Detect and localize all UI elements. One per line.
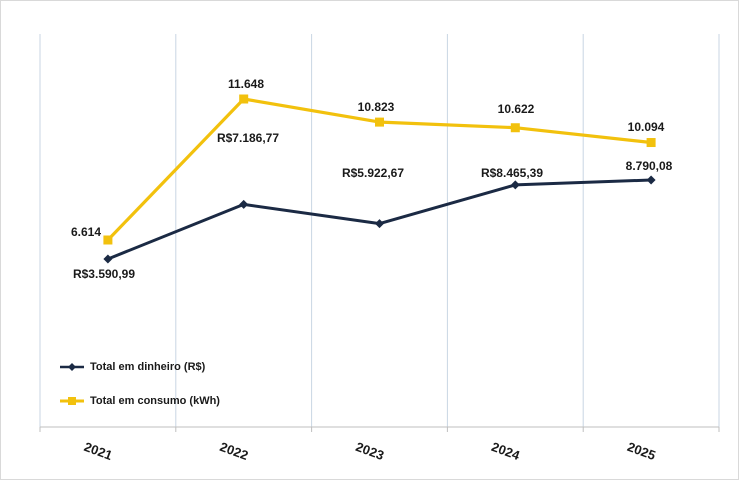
legend-label: Total em consumo (kWh) xyxy=(90,395,220,407)
data-point xyxy=(510,180,520,190)
data-label: 10.823 xyxy=(358,100,395,114)
data-point xyxy=(646,175,656,185)
legend: Total em dinheiro (R$) Total em consumo (… xyxy=(60,361,220,407)
legend-label: Total em dinheiro (R$) xyxy=(90,361,206,373)
data-label: R$5.922,67 xyxy=(342,166,404,180)
data-point xyxy=(510,123,520,133)
data-point xyxy=(375,117,384,127)
data-point xyxy=(239,199,249,209)
x-axis: 2021 2022 2023 2024 2025 xyxy=(39,426,720,463)
data-label: R$7.186,77 xyxy=(217,131,279,145)
data-point xyxy=(239,94,249,104)
grid-layer xyxy=(39,34,720,427)
x-tick-label: 2024 xyxy=(490,439,523,463)
data-label: 10.622 xyxy=(498,102,535,116)
series-layer xyxy=(103,94,656,264)
data-label: 6.614 xyxy=(71,225,101,239)
data-label: R$3.590,99 xyxy=(73,267,135,281)
data-point xyxy=(103,235,113,245)
x-tick-label: 2022 xyxy=(218,439,250,463)
x-tick-label: 2023 xyxy=(354,439,386,463)
legend-marker xyxy=(68,397,76,405)
x-tick-label: 2025 xyxy=(625,439,657,463)
data-label: R$8.465,39 xyxy=(481,166,543,180)
x-tick-label: 2021 xyxy=(82,439,114,463)
data-label: 10.094 xyxy=(628,120,665,134)
data-label: 8.790,08 xyxy=(626,159,673,173)
legend-marker xyxy=(68,363,76,371)
data-labels: R$3.590,99 R$7.186,77 R$5.922,67 R$8.465,39… xyxy=(71,77,673,281)
data-point xyxy=(375,219,384,229)
data-point xyxy=(103,254,113,264)
data-point xyxy=(646,138,656,148)
data-label: 11.648 xyxy=(228,77,264,91)
